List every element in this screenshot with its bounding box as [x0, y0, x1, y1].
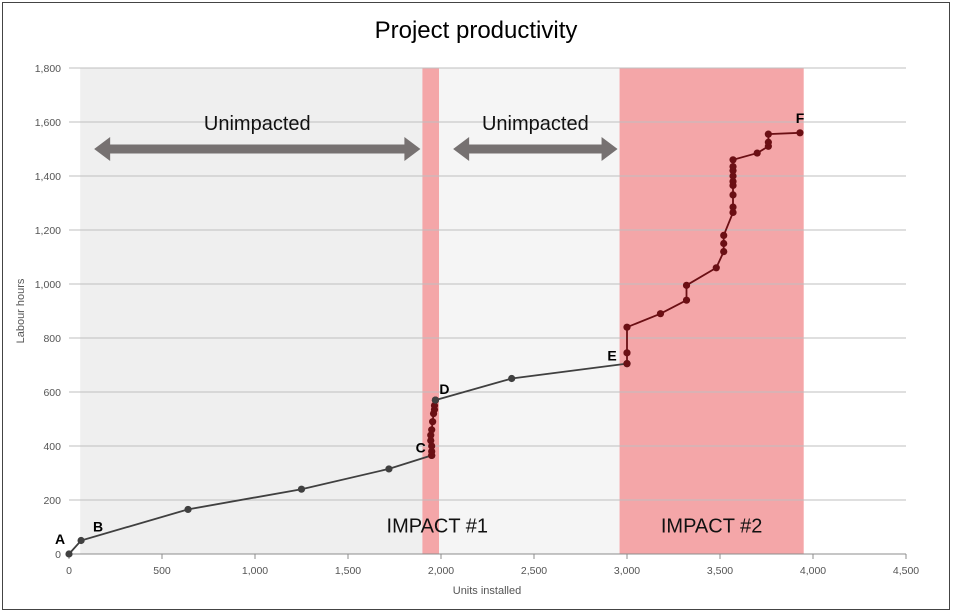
data-point	[385, 465, 393, 473]
x-tick-label: 1,500	[335, 565, 361, 577]
x-tick-label: 4,500	[893, 565, 919, 577]
x-tick-label: 0	[66, 565, 72, 577]
data-point	[623, 360, 631, 368]
x-tick-label: 1,000	[242, 565, 268, 577]
unimpacted-band	[80, 68, 423, 554]
data-point	[712, 264, 720, 272]
annotations: Unimpacted Unimpacted IMPACT #1 IMPACT #2 A B…	[55, 110, 805, 547]
y-tick-label: 400	[43, 441, 61, 453]
series-lines	[65, 129, 804, 558]
x-tick-label: 3,500	[707, 565, 733, 577]
data-point	[682, 281, 691, 289]
data-point	[508, 374, 516, 383]
double-arrow-icon	[94, 137, 421, 161]
x-axis-label: Units installed	[453, 585, 521, 597]
data-point	[764, 130, 772, 138]
unimpacted-label: Unimpacted	[204, 113, 311, 135]
data-point	[720, 239, 728, 248]
data-point	[729, 208, 737, 217]
data-point	[623, 323, 631, 331]
x-tick-label: 2,500	[521, 565, 547, 577]
y-tick-label: 1,400	[35, 171, 61, 183]
y-tick-label: 1,000	[35, 279, 61, 291]
data-point	[430, 401, 439, 410]
y-tick-label: 600	[43, 387, 61, 399]
data-point	[184, 505, 192, 514]
unimpacted-arrows	[94, 137, 618, 161]
data-point	[427, 437, 435, 445]
y-tick-label: 0	[55, 549, 61, 561]
data-point	[729, 191, 737, 199]
data-point	[720, 231, 728, 239]
data-point	[729, 172, 737, 180]
data-point	[729, 177, 737, 185]
x-tick-label: 3,000	[614, 565, 640, 577]
y-tick-label: 800	[43, 333, 61, 345]
x-tick-label: 500	[153, 565, 171, 577]
data-point	[656, 310, 665, 318]
data-point	[796, 129, 804, 137]
data-point	[65, 550, 73, 558]
unimpacted-label: Unimpacted	[482, 113, 589, 135]
point-label: A	[55, 531, 65, 547]
data-point	[297, 485, 306, 493]
data-point	[729, 162, 737, 171]
point-label: B	[93, 519, 103, 535]
y-tick-label: 200	[43, 495, 61, 507]
data-point	[431, 396, 440, 404]
data-point	[729, 203, 737, 211]
data-point	[428, 447, 436, 455]
data-point	[429, 418, 437, 426]
data-point	[77, 536, 85, 545]
gridlines	[69, 67, 906, 501]
data-point	[764, 138, 772, 146]
y-tick-label: 1,600	[35, 117, 61, 129]
x-tick-label: 2,000	[428, 565, 454, 577]
data-point	[682, 296, 691, 304]
data-point	[623, 349, 631, 357]
point-label: E	[607, 348, 616, 364]
data-point	[428, 442, 436, 450]
impact-band	[619, 68, 804, 554]
x-tick-label: 4,000	[800, 565, 826, 577]
axes: 0 200 400 600 800 1,000 1,200 1,400 1,600 1,800 0 5…	[35, 63, 920, 577]
chart-title: Project productivity	[375, 17, 578, 44]
impact-label: IMPACT #2	[661, 515, 763, 537]
point-label: C	[416, 439, 426, 455]
double-arrow-icon	[453, 137, 618, 161]
y-tick-label: 1,200	[35, 225, 61, 237]
y-axis-label: Labour hours	[15, 278, 27, 343]
point-label: D	[439, 381, 449, 397]
data-point	[427, 431, 435, 439]
y-tick-label: 1,800	[35, 63, 61, 75]
point-label: F	[796, 110, 805, 126]
data-point	[729, 156, 737, 164]
impact-label: IMPACT #1	[387, 515, 489, 537]
data-point	[753, 149, 761, 157]
impact-band	[422, 68, 440, 554]
region-bands	[80, 68, 804, 554]
data-point	[428, 426, 436, 434]
data-point	[720, 248, 728, 256]
